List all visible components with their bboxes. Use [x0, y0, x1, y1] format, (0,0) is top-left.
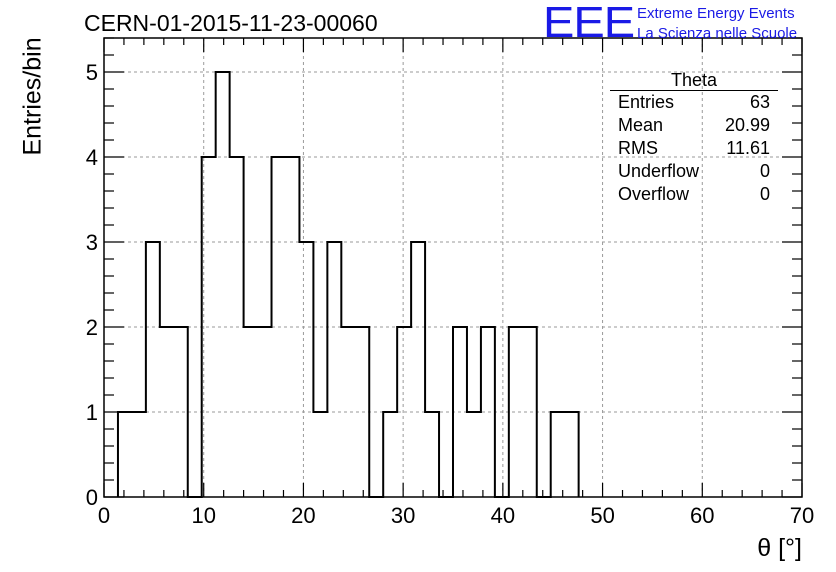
y-axis-label: Entries/bin: [18, 37, 47, 156]
y-tick-label: 5: [86, 60, 98, 85]
x-tick-label: 70: [790, 503, 814, 528]
y-tick-label: 0: [86, 485, 98, 510]
y-tick-label: 3: [86, 230, 98, 255]
stats-value: 0: [759, 161, 770, 181]
stats-label: RMS: [618, 138, 658, 158]
eee-logo-line2: La Scienza nelle Scuole: [637, 25, 798, 42]
chart-title: CERN-01-2015-11-23-00060: [84, 10, 378, 36]
stats-value: 0: [759, 184, 770, 204]
x-tick-label: 60: [690, 503, 714, 528]
x-tick-label: 0: [98, 503, 110, 528]
stats-row-underflow: Underflow 0: [610, 160, 778, 183]
stats-row-rms: RMS 11.61: [610, 137, 778, 160]
eee-logo: EEE: [543, 0, 635, 46]
stats-label: Mean: [618, 115, 664, 135]
stats-value: 11.61: [726, 138, 770, 158]
tick-labels: 0 10 20 30 40 50 60 70 0 1 2 3 4 5: [86, 60, 814, 528]
x-tick-label: 20: [291, 503, 315, 528]
stats-row-entries: Entries 63: [610, 91, 778, 114]
x-tick-label: 30: [391, 503, 415, 528]
stats-box: Theta Entries 63 Mean 20.99 RMS 11.61 Un…: [610, 70, 778, 206]
stats-value: 63: [749, 92, 770, 112]
stats-row-overflow: Overflow 0: [610, 183, 778, 206]
stats-label: Underflow: [618, 161, 700, 181]
x-tick-label: 10: [191, 503, 215, 528]
stats-label: Entries: [618, 92, 675, 112]
y-tick-label: 2: [86, 315, 98, 340]
eee-logo-line1: Extreme Energy Events: [637, 5, 795, 22]
stats-row-mean: Mean 20.99: [610, 114, 778, 137]
axis-ticks: [103, 37, 803, 498]
x-axis-label: θ [°]: [757, 534, 802, 562]
stats-box-title: Theta: [610, 70, 778, 91]
plot-frame: [103, 37, 803, 498]
stats-label: Overflow: [618, 184, 690, 204]
x-tick-label: 40: [491, 503, 515, 528]
x-tick-label: 50: [590, 503, 614, 528]
histogram-line: [116, 71, 580, 498]
y-tick-label: 1: [86, 400, 98, 425]
y-tick-label: 4: [86, 145, 98, 170]
stats-value: 20.99: [724, 115, 770, 135]
